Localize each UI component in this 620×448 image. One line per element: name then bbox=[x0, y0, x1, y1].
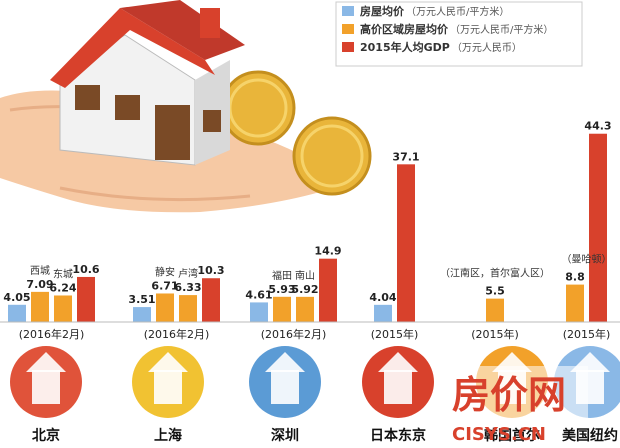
legend-label-1: 高价区域房屋均价 bbox=[360, 22, 449, 36]
bar-5-0 bbox=[566, 284, 584, 322]
bar-3-0 bbox=[374, 304, 392, 322]
bar-value-label: 8.8 bbox=[565, 271, 585, 284]
bar-1-2 bbox=[179, 295, 197, 322]
legend: 房屋均价 （万元人民币/平方米）高价区域房屋均价 （万元人民币/平方米）2015年人… bbox=[335, 1, 583, 67]
bar-value-label: 4.04 bbox=[369, 291, 396, 304]
city-name: 深圳 bbox=[271, 427, 299, 444]
bar-value-label: 6.33 bbox=[174, 281, 201, 294]
bar-value-label: 6.71 bbox=[151, 279, 178, 292]
legend-swatch-1 bbox=[342, 24, 354, 34]
legend-swatch-2 bbox=[342, 42, 354, 52]
area-label: 南山 bbox=[295, 269, 315, 282]
bar-value-label: 4.05 bbox=[3, 291, 30, 304]
city-landmark-icon bbox=[154, 370, 182, 404]
bar-value-label: 5.5 bbox=[485, 285, 505, 298]
bar-0-2 bbox=[54, 295, 72, 322]
area-label: 东城 bbox=[53, 267, 73, 280]
city-landmark-roof bbox=[265, 352, 305, 372]
bar-value-label: 37.1 bbox=[392, 150, 419, 163]
area-label: 西城 bbox=[30, 265, 50, 277]
legend-box bbox=[335, 1, 583, 67]
city-landmark-icon bbox=[32, 370, 60, 404]
area-label: 静安 bbox=[155, 265, 175, 278]
bar-value-label: 10.3 bbox=[197, 264, 224, 277]
period-label: (2016年2月) bbox=[261, 327, 327, 341]
bar-4-0 bbox=[486, 298, 504, 322]
city-name: 日本东京 bbox=[370, 427, 426, 444]
city-name: 美国纽约 bbox=[562, 427, 618, 444]
period-label: (2015年) bbox=[471, 327, 519, 341]
city-name: 北京 bbox=[32, 427, 60, 444]
hand-house-illustration bbox=[0, 0, 372, 213]
group-note: （江南区，首尔富人区） bbox=[440, 267, 550, 280]
bar-1-3 bbox=[202, 278, 220, 322]
bar-2-0 bbox=[250, 302, 268, 322]
bar-value-label: 44.3 bbox=[584, 120, 611, 133]
period-label: (2015年) bbox=[371, 327, 419, 341]
city-landmark-icon bbox=[271, 370, 299, 404]
legend-unit-1: （万元人民币/平方米） bbox=[450, 23, 553, 36]
watermark: 房价网 CISYS.CN bbox=[438, 366, 588, 445]
bar-5-1 bbox=[589, 133, 607, 322]
bar-value-label: 14.9 bbox=[314, 245, 341, 258]
legend-label-2: 2015年人均GDP bbox=[360, 40, 450, 54]
bar-value-label: 4.61 bbox=[245, 288, 272, 301]
bar-2-3 bbox=[319, 258, 337, 322]
city-name: 上海 bbox=[154, 427, 182, 444]
legend-unit-2: （万元人民币） bbox=[452, 42, 522, 54]
watermark-url: CISYS.CN bbox=[452, 424, 546, 445]
bar-1-1 bbox=[156, 293, 174, 322]
bar-0-3 bbox=[77, 276, 95, 322]
city-landmark-icon bbox=[384, 370, 412, 404]
period-label: (2016年2月) bbox=[19, 327, 85, 341]
bar-1-0 bbox=[133, 307, 151, 322]
legend-swatch-0 bbox=[342, 6, 354, 16]
bar-value-label: 7.09 bbox=[26, 278, 53, 291]
area-label: 福田 bbox=[272, 269, 292, 282]
bar-value-label: 10.6 bbox=[72, 263, 99, 276]
city-landmark-roof bbox=[26, 352, 66, 372]
watermark-logo-text: 房价网 bbox=[452, 373, 566, 417]
city-name: 韩国首尔 bbox=[484, 427, 540, 444]
bar-value-label: 5.93 bbox=[268, 283, 295, 296]
legend-label-0: 房屋均价 bbox=[360, 4, 405, 18]
period-label: (2016年2月) bbox=[144, 327, 210, 341]
bar-value-label: 5.92 bbox=[291, 283, 318, 296]
area-label: 卢湾 bbox=[178, 267, 198, 280]
bar-3-1 bbox=[397, 164, 415, 322]
bar-2-2 bbox=[296, 296, 314, 322]
bar-0-1 bbox=[31, 291, 49, 322]
city-landmark-roof bbox=[148, 352, 188, 372]
bar-0-0 bbox=[8, 304, 26, 322]
period-label: (2015年) bbox=[563, 327, 611, 341]
city-landmark-roof bbox=[378, 352, 418, 372]
bar-2-1 bbox=[273, 296, 291, 322]
group-note: （曼哈顿） bbox=[562, 253, 612, 266]
bar-value-label: 3.51 bbox=[128, 293, 155, 306]
legend-unit-0: （万元人民币/平方米） bbox=[406, 5, 509, 18]
bar-value-label: 6.24 bbox=[49, 281, 76, 294]
